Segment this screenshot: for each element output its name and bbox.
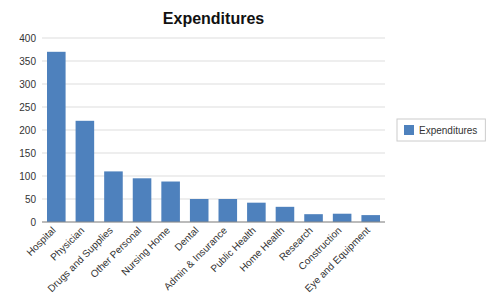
bar: [304, 214, 323, 222]
y-tick-label: 300: [19, 79, 36, 90]
chart-container: Expenditures 0 50 100 150 200 250 300 350 400 Hosp…: [0, 0, 499, 306]
grid-line: [42, 84, 385, 85]
bar: [133, 178, 152, 222]
chart-svg: Expenditures 0 50 100 150 200 250 300 350 400 Hosp…: [0, 0, 499, 306]
bar: [104, 171, 123, 222]
x-axis: HospitalPhysicianDrugs and SuppliesOther…: [24, 224, 372, 294]
grid-line: [42, 38, 385, 39]
y-tick-label: 50: [25, 194, 37, 205]
bar: [47, 52, 66, 222]
bar: [161, 182, 180, 222]
x-axis-line: [42, 222, 385, 223]
x-tick-label: Other Personal: [88, 225, 143, 280]
legend-swatch: [404, 125, 414, 135]
x-tick-label: Eye and Equipment: [303, 224, 373, 294]
bar: [247, 203, 266, 222]
grid-line: [42, 107, 385, 108]
y-tick-label: 0: [30, 217, 36, 228]
bar: [276, 207, 295, 222]
y-tick-label: 200: [19, 125, 36, 136]
grid-line: [42, 61, 385, 62]
bar: [219, 199, 238, 222]
y-tick-label: 400: [19, 33, 36, 44]
grid-line: [42, 222, 385, 223]
chart-title: Expenditures: [163, 10, 264, 27]
bars: [47, 52, 380, 222]
x-tick-label: Nursing Home: [119, 224, 172, 277]
y-tick-label: 350: [19, 56, 36, 67]
bar: [361, 215, 380, 222]
y-tick-label: 100: [19, 171, 36, 182]
bar: [76, 121, 95, 222]
y-axis: 0 50 100 150 200 250 300 350 400: [19, 33, 385, 228]
x-tick-label: Home Health: [237, 225, 286, 274]
y-tick-label: 150: [19, 148, 36, 159]
bar: [190, 199, 209, 222]
y-tick-label: 250: [19, 102, 36, 113]
legend: Expenditures: [397, 119, 485, 141]
legend-label: Expenditures: [419, 125, 477, 136]
bar: [333, 214, 352, 222]
legend-box: [397, 119, 485, 141]
